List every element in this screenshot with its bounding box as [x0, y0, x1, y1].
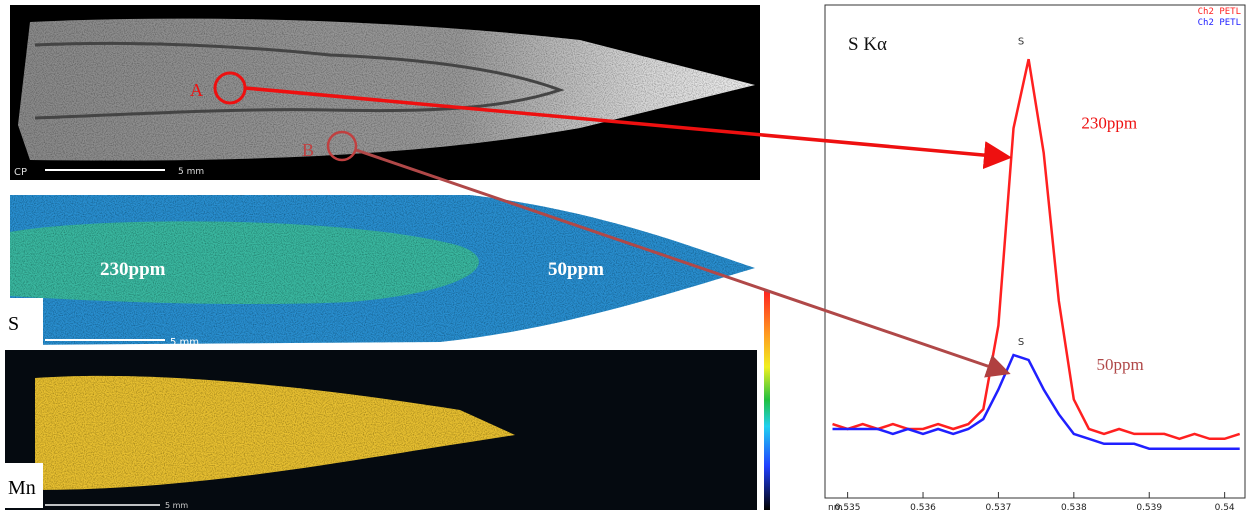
x-tick-label: 0.537	[986, 503, 1012, 513]
plot-area	[825, 5, 1245, 498]
annotation: 230ppm	[1081, 113, 1137, 132]
element-label: S	[8, 313, 19, 335]
element-label: Mn	[8, 477, 36, 499]
x-tick-label: 0.539	[1136, 503, 1162, 513]
color-bar	[764, 290, 770, 510]
sulfur-left-value: 230ppm	[100, 259, 166, 280]
x-tick-label: 0.536	[910, 503, 936, 513]
x-tick-label: 0.54	[1215, 503, 1235, 513]
region-a-label: A	[190, 80, 203, 100]
annotation: 50ppm	[1096, 355, 1143, 374]
mode-label: CP	[14, 167, 27, 178]
scale-label: 5 mm	[170, 337, 199, 348]
scale-label: 5 mm	[178, 167, 204, 177]
sulfur-right-value: 50ppm	[548, 259, 604, 280]
figure: CP 5 mm A B 230ppm 50ppm S 5 mm Mn 5 mm …	[0, 0, 1250, 514]
x-tick-label: 0.535	[835, 503, 861, 513]
annotation: S	[1018, 337, 1024, 348]
annotation: S	[1018, 36, 1024, 47]
legend-label: Ch2 PETL	[1198, 18, 1241, 28]
chart-title: S Kα	[848, 34, 887, 55]
scale-label: 5 mm	[165, 501, 188, 510]
region-b-label: B	[302, 140, 314, 160]
x-tick-label: 0.538	[1061, 503, 1087, 513]
legend-label: Ch2 PETL	[1198, 7, 1241, 17]
